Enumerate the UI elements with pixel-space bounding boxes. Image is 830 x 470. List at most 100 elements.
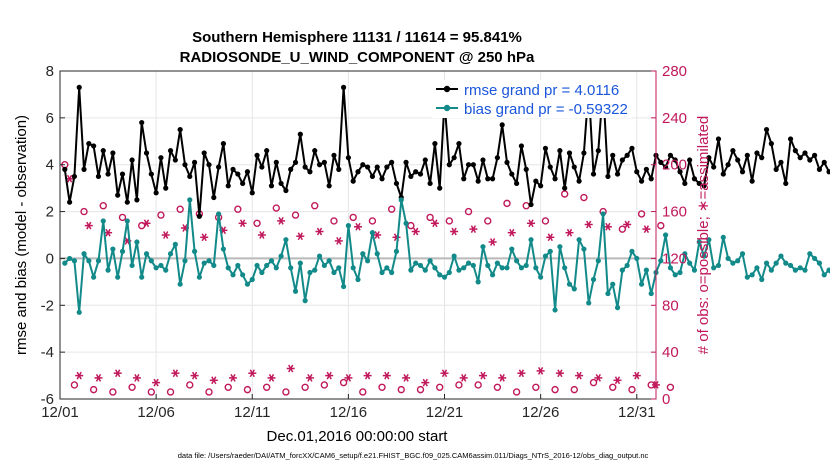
- data-point: [225, 183, 231, 189]
- obs-assimilated-point: [171, 369, 180, 378]
- obs-possible-point: [70, 381, 79, 389]
- data-point: [754, 265, 760, 271]
- y-right-tick-label: 40: [662, 344, 679, 361]
- data-point: [312, 267, 318, 273]
- asterisk-stroke: [461, 374, 467, 382]
- data-point: [288, 166, 294, 172]
- asterisk-stroke: [441, 369, 448, 378]
- data-point: [629, 145, 635, 151]
- y-right-tick-label: 80: [662, 297, 679, 314]
- data-point: [413, 169, 419, 175]
- data-point: [456, 267, 462, 273]
- asterisk-stroke: [95, 374, 102, 382]
- data-point: [720, 171, 726, 177]
- data-point: [489, 272, 496, 278]
- data-point: [590, 276, 597, 283]
- x-tick-label: 12/16: [330, 404, 368, 421]
- data-point: [283, 187, 289, 194]
- data-point: [302, 164, 308, 170]
- asterisk-stroke: [586, 220, 592, 229]
- data-point: [76, 309, 82, 315]
- obs-possible-point: [339, 378, 348, 387]
- asterisk-stroke: [547, 233, 553, 242]
- data-point: [110, 246, 116, 252]
- data-point: [504, 265, 510, 271]
- data-point: [143, 150, 150, 156]
- obs-possible-point: [234, 205, 242, 213]
- y-left-tick-label: 6: [46, 110, 54, 127]
- asterisk-stroke: [316, 227, 323, 236]
- data-point: [528, 237, 534, 243]
- data-point: [557, 148, 563, 154]
- data-point: [331, 269, 337, 276]
- obs-assimilated-point: [229, 374, 237, 382]
- data-point: [547, 248, 553, 254]
- data-point: [254, 152, 260, 158]
- obs-possible-point: [493, 383, 502, 391]
- data-point: [749, 272, 755, 278]
- asterisk-stroke: [163, 231, 169, 239]
- data-point: [552, 307, 558, 313]
- asterisk-stroke: [191, 371, 198, 380]
- obs-assimilated-point: [440, 369, 449, 378]
- asterisk-stroke: [115, 369, 121, 378]
- data-point: [518, 143, 525, 149]
- data-point: [523, 166, 529, 172]
- data-point: [744, 274, 750, 280]
- data-point: [297, 131, 303, 137]
- data-point: [134, 239, 140, 245]
- x-axis-label: Dec.01,2016 00:00:00 start: [267, 428, 449, 445]
- asterisk-stroke: [634, 371, 640, 380]
- data-point: [562, 265, 568, 271]
- asterisk-stroke: [143, 219, 150, 228]
- data-point: [124, 199, 130, 205]
- data-point: [191, 248, 198, 254]
- data-point: [408, 173, 414, 180]
- data-point: [797, 155, 803, 161]
- data-point: [682, 180, 688, 187]
- obs-possible-point: [359, 388, 367, 396]
- data-point: [403, 159, 409, 165]
- y-left-tick-label: 2: [46, 204, 54, 221]
- data-point: [379, 269, 385, 276]
- data-point: [514, 258, 520, 264]
- obs-possible-point: [224, 383, 232, 391]
- obs-assimilated-point: [152, 378, 161, 387]
- data-point: [730, 148, 736, 154]
- data-point: [273, 265, 279, 271]
- data-point: [432, 141, 438, 147]
- data-point: [504, 159, 510, 165]
- obs-possible-point: [368, 217, 377, 225]
- data-point: [528, 201, 534, 208]
- data-file-footer: data file: /Users/raeder/DAI/ATM_forcXX/…: [178, 451, 649, 460]
- data-point: [739, 169, 746, 175]
- data-point: [297, 260, 303, 266]
- asterisk-stroke: [432, 219, 438, 228]
- data-point: [643, 267, 649, 273]
- data-point: [177, 281, 183, 287]
- data-point: [148, 171, 154, 177]
- asterisk-stroke: [509, 228, 515, 237]
- asterisk-stroke: [374, 231, 380, 239]
- data-point: [485, 262, 491, 269]
- obs-possible-point: [637, 210, 646, 218]
- data-point: [725, 255, 731, 262]
- asterisk-stroke: [557, 369, 563, 378]
- asterisk-stroke: [336, 237, 342, 245]
- data-point: [634, 255, 640, 262]
- data-point: [268, 258, 275, 264]
- obs-possible-point: [128, 383, 136, 391]
- obs-assimilated-point: [411, 227, 420, 236]
- obs-assimilated-point: [286, 364, 295, 373]
- data-point: [220, 246, 227, 252]
- data-point: [470, 262, 476, 269]
- obs-possible-point: [541, 217, 550, 225]
- obs-possible-point: [272, 204, 280, 212]
- obs-possible-point: [80, 207, 88, 216]
- series-line: [64, 198, 830, 314]
- data-point: [292, 159, 299, 165]
- obs-possible-point: [330, 217, 338, 225]
- data-point: [374, 251, 380, 257]
- legend: rmse grand pr = 4.0116 bias grand pr = -…: [432, 80, 632, 118]
- data-point: [773, 166, 779, 172]
